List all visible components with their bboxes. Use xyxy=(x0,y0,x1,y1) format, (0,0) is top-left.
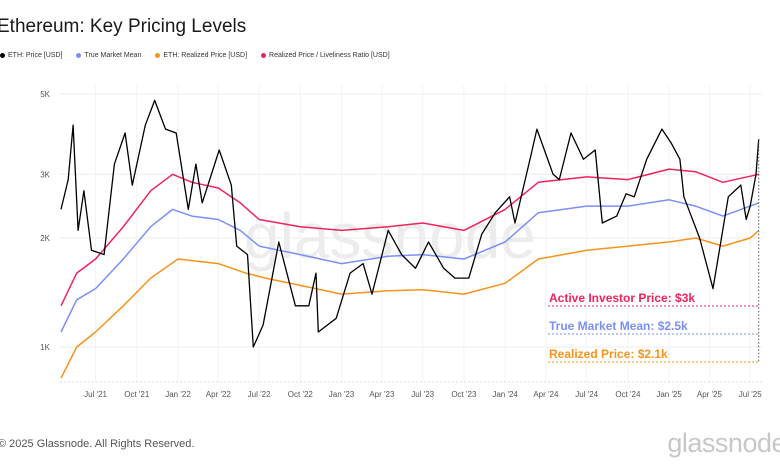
legend-label: True Market Mean xyxy=(84,52,142,59)
series-line-2 xyxy=(60,229,760,379)
x-tick-label: Oct '24 xyxy=(615,390,641,399)
legend-item[interactable]: ETH: Realized Price [USD] xyxy=(155,52,247,59)
y-tick-label: 2K xyxy=(40,234,50,243)
annotation-label: Active Investor Price: $3k xyxy=(549,291,695,305)
glassnode-logo: glassnode xyxy=(667,428,780,458)
legend-label: ETH: Realized Price [USD] xyxy=(163,52,248,59)
y-tick-label: 5K xyxy=(40,90,50,99)
chart-title: Ethereum: Key Pricing Levels xyxy=(0,16,247,37)
legend-dot xyxy=(76,53,82,58)
x-tick-label: Apr '22 xyxy=(206,390,232,399)
copyright-footer: © 2025 Glassnode. All Rights Reserved. xyxy=(0,438,195,450)
legend-dot xyxy=(261,53,267,58)
x-tick-label: Oct '22 xyxy=(288,390,314,399)
legend-dot xyxy=(0,53,5,58)
chart-plot: glassnode 1K 2K 3K 5K Jul '21 Oct '21 Jan '22 Ap… xyxy=(40,85,762,399)
watermark: glassnode xyxy=(244,200,536,272)
annotation-label: Realized Price: $2.1k xyxy=(549,347,668,361)
x-tick-label: Apr '24 xyxy=(533,390,559,399)
x-tick-label: Jul '23 xyxy=(411,390,434,399)
annotation-label: True Market Mean: $2.5k xyxy=(549,319,688,333)
series-line-0 xyxy=(60,99,760,348)
x-tick-label: Jan '22 xyxy=(165,390,191,399)
legend-label: ETH: Price [USD] xyxy=(8,52,63,59)
y-tick-label: 1K xyxy=(40,343,50,352)
x-tick-label: Apr '23 xyxy=(369,390,395,399)
x-tick-label: Oct '21 xyxy=(124,390,150,399)
y-tick-label: 3K xyxy=(40,170,50,179)
legend-item[interactable]: ETH: Price [USD] xyxy=(0,52,62,59)
series-line-1 xyxy=(60,199,759,333)
x-tick-label: Jul '24 xyxy=(575,390,598,399)
legend-item[interactable]: True Market Mean xyxy=(76,52,141,59)
legend-item[interactable]: Realized Price / Liveliness Ratio [USD] xyxy=(261,52,390,59)
legend-dot xyxy=(155,53,161,58)
legend-label: Realized Price / Liveliness Ratio [USD] xyxy=(269,52,390,59)
x-tick-label: Jan '24 xyxy=(492,390,518,399)
x-tick-label: Oct '23 xyxy=(451,390,477,399)
x-tick-label: Jul '25 xyxy=(739,390,762,399)
x-tick-label: Jul '21 xyxy=(84,390,107,399)
x-tick-label: Jan '25 xyxy=(656,390,682,399)
legend: ETH: Price [USD] True Market Mean ETH: Rea… xyxy=(0,52,390,59)
x-tick-label: Jul '22 xyxy=(248,390,271,399)
x-tick-label: Jan '23 xyxy=(329,390,355,399)
x-tick-label: Apr '25 xyxy=(697,390,723,399)
